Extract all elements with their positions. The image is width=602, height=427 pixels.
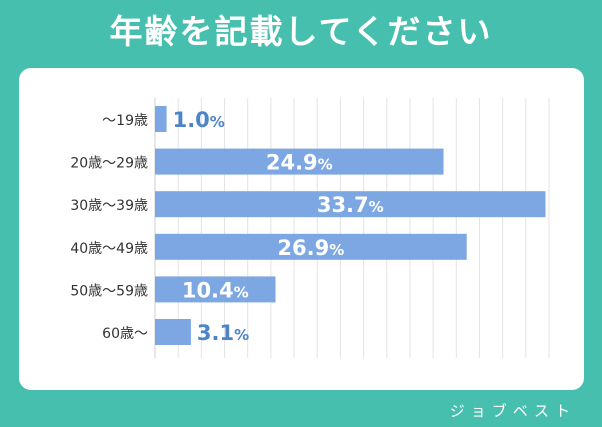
bars: [155, 106, 546, 345]
value-unit: %: [210, 113, 225, 131]
value-unit: %: [369, 198, 384, 216]
value-label: 26.9%: [277, 236, 344, 260]
category-label: 50歳～59歳: [70, 283, 148, 299]
grid-lines: [154, 98, 550, 358]
value-unit: %: [234, 326, 249, 344]
category-label: 60歳～: [102, 326, 148, 342]
value-label: 1.0%: [173, 108, 225, 132]
category-label: 30歳～39歳: [70, 198, 148, 214]
chart-card: ～19歳 20歳～29歳 30歳～39歳 40歳～49歳 50歳～59歳 60歳～ 1.0…: [19, 68, 584, 390]
value-unit: %: [234, 283, 249, 301]
brand-watermark: ジョブベスト: [449, 402, 576, 420]
bar-5: [155, 319, 191, 345]
bar-4: [155, 276, 276, 303]
category-label: ～19歳: [102, 113, 148, 129]
value-unit: %: [318, 156, 333, 174]
bar-chart: ～19歳 20歳～29歳 30歳～39歳 40歳～49歳 50歳～59歳 60歳～ 1.0…: [70, 98, 550, 358]
value-labels: 1.0%24.9%33.7%26.9%10.4%3.1%: [173, 108, 384, 345]
bar-0: [155, 106, 167, 132]
value-label: 3.1%: [197, 321, 249, 345]
bar-1: [155, 148, 444, 175]
bar-3: [155, 233, 467, 260]
category-labels: ～19歳 20歳～29歳 30歳～39歳 40歳～49歳 50歳～59歳 60歳～: [70, 113, 148, 342]
value-unit: %: [329, 241, 344, 259]
bar-2: [155, 191, 546, 218]
category-label: 20歳～29歳: [70, 156, 148, 172]
chart-title: 年齢を記載してください: [109, 12, 493, 51]
category-label: 40歳～49歳: [70, 241, 148, 257]
